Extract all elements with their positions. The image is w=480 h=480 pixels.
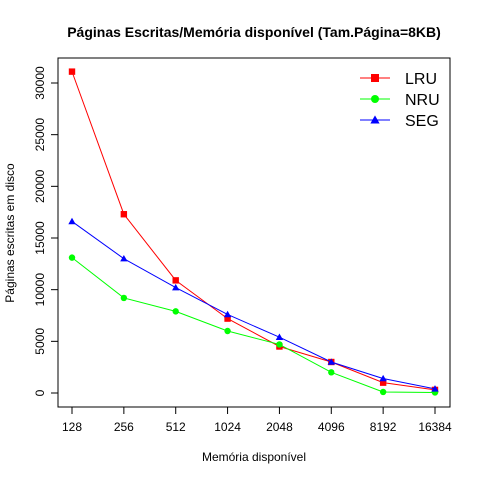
data-point-lru — [68, 68, 76, 75]
chart-title: Páginas Escritas/Memória disponível (Tam… — [67, 24, 441, 40]
legend: LRU NRU SEG — [360, 71, 440, 130]
legend-label: NRU — [405, 92, 440, 109]
y-tick-label: 15000 — [33, 221, 47, 255]
series-line-lru — [71, 71, 436, 391]
data-point-seg — [68, 217, 76, 225]
legend-item-lru: LRU — [360, 71, 437, 88]
x-tick-label: 16384 — [418, 420, 452, 434]
legend-marker — [370, 115, 380, 124]
axes: 0 5000 10000 15000 20000 25000 30000 128 256 512 1… — [33, 66, 452, 434]
y-axis-label: Páginas escritas em disco — [3, 163, 17, 303]
data-point-lru — [379, 379, 387, 386]
data-point-lru — [120, 211, 128, 218]
data-point-seg — [275, 333, 284, 340]
x-tick-label: 1024 — [214, 420, 241, 434]
legend-item-seg: SEG — [360, 113, 439, 130]
data-point-seg — [431, 385, 439, 392]
y-tick-label: 5000 — [33, 328, 47, 355]
data-point-seg — [379, 374, 387, 382]
series-line-seg — [71, 221, 436, 390]
data-point-lru — [172, 277, 179, 284]
series-layer — [68, 68, 439, 396]
data-point-nru — [276, 341, 283, 348]
data-point-nru — [120, 294, 128, 302]
legend-label: LRU — [405, 71, 437, 88]
y-tick-label: 25000 — [33, 118, 47, 152]
x-tick-label: 8192 — [370, 420, 397, 434]
x-tick-label: 2048 — [266, 420, 293, 434]
data-point-nru — [328, 369, 335, 376]
legend-item-nru: NRU — [360, 92, 440, 109]
legend-label: SEG — [405, 113, 439, 130]
x-tick-label: 512 — [166, 420, 186, 434]
data-point-lru — [224, 315, 231, 322]
series-nru — [68, 254, 439, 396]
x-axis-label: Memória disponível — [202, 450, 306, 464]
data-point-nru — [172, 308, 179, 315]
legend-marker — [371, 95, 379, 103]
data-point-nru — [224, 327, 231, 335]
data-point-seg — [120, 254, 128, 262]
y-tick-label: 30000 — [33, 66, 47, 100]
series-seg — [68, 217, 439, 392]
data-point-seg — [172, 283, 180, 291]
data-point-seg — [223, 310, 232, 318]
legend-marker — [371, 74, 379, 82]
y-tick-label: 20000 — [33, 169, 47, 203]
y-tick-label: 10000 — [33, 273, 47, 307]
y-tick-label: 0 — [33, 389, 47, 396]
x-tick-label: 256 — [114, 420, 134, 434]
x-tick-label: 4096 — [318, 420, 345, 434]
series-lru — [68, 68, 439, 394]
data-point-seg — [327, 358, 335, 365]
data-point-nru — [379, 388, 387, 396]
data-point-nru — [68, 254, 76, 261]
x-tick-label: 128 — [62, 420, 82, 434]
series-line-nru — [71, 257, 436, 393]
plot-frame — [57, 57, 451, 408]
